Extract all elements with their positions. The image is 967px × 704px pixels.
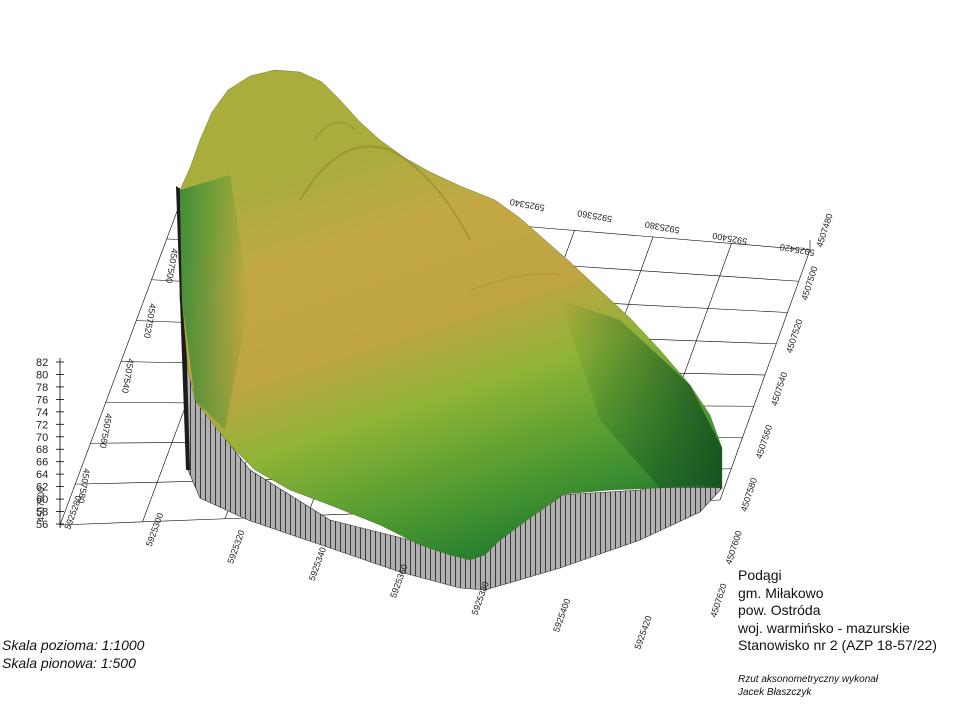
- x-axis-tick-label: 5925320: [225, 529, 246, 565]
- z-axis-tick-label: 82: [36, 357, 48, 369]
- x-axis-back-tick-label: 5925360: [577, 208, 613, 224]
- y-axis-right-tick-label: 4507520: [784, 318, 804, 354]
- y-axis-left-tick-label: 4507580: [76, 468, 92, 504]
- z-axis-tick-label: 70: [36, 432, 48, 444]
- x-axis-back-tick-label: 5925400: [712, 231, 748, 247]
- author-credit: Rzut aksonometryczny wykonał Jacek Błasz…: [738, 673, 878, 699]
- horizontal-scale-text: Skala pozioma: 1:1000: [2, 637, 145, 653]
- z-axis-tick-label: 80: [36, 369, 48, 381]
- site-voivodeship: woj. warmińsko - mazurskie: [738, 619, 910, 636]
- z-axis-tick-label: 72: [36, 419, 48, 431]
- z-axis-tick-label: 78: [36, 382, 48, 394]
- y-axis-left-tick-label: 4507500: [164, 248, 180, 284]
- y-axis-left-tick-label: 4507540: [120, 358, 136, 394]
- scale-block: Skala pozioma: 1:1000 Skala pionowa: 1:5…: [2, 636, 144, 672]
- z-axis-tick-label: 62: [36, 482, 48, 494]
- y-axis-right-tick-label: 4507560: [754, 424, 774, 460]
- x-axis-tick-label: 5925400: [551, 597, 572, 633]
- y-axis-left-tick-label: 4507560: [98, 413, 114, 449]
- terrain-surface: [179, 69, 723, 561]
- author-name: Jacek Błaszczyk: [738, 687, 812, 698]
- z-axis-tick-label: 66: [36, 457, 48, 469]
- vertical-scale-text: Skala pionowa: 1:500: [2, 655, 136, 671]
- y-axis-right-tick-label: 4507620: [708, 582, 728, 618]
- site-name: Podągi: [738, 567, 782, 583]
- site-number: Stanowisko nr 2 (AZP 18-57/22): [738, 637, 937, 653]
- x-axis-tick-label: 5925420: [632, 614, 653, 650]
- model-left-wall: [176, 186, 190, 470]
- z-axis-tick-label: 60: [36, 494, 48, 506]
- terrain-ridge: [314, 121, 356, 141]
- y-axis-right-tick-label: 4507580: [739, 476, 759, 512]
- y-axis-right-tick-labels: 4507480450750045075204507540450756045075…: [708, 212, 834, 618]
- y-axis-right-tick-label: 4507600: [724, 529, 744, 565]
- model-side-wall: [179, 189, 723, 591]
- z-axis-tick-label: 58: [36, 507, 48, 519]
- terrain-right-shading: [560, 300, 722, 488]
- z-axis-tick-label: 76: [36, 394, 48, 406]
- x-axis-back-tick-label: 5925380: [644, 219, 680, 235]
- site-county: pow. Ostróda: [738, 602, 821, 618]
- terrain-ridge: [469, 272, 561, 291]
- corner-tick-label: 4507600: [36, 487, 46, 522]
- z-axis-tick-label: 64: [36, 469, 48, 481]
- z-axis-tick-label: 56: [36, 519, 48, 531]
- site-info-block: Podągi gm. Miłakowo pow. Ostróda woj. wa…: [738, 567, 937, 655]
- author-credit-line: Rzut aksonometryczny wykonał: [738, 674, 879, 685]
- x-axis-tick-label: 5925340: [307, 546, 328, 582]
- z-axis-tick-label: 68: [36, 444, 48, 456]
- x-axis-tick-label: 5925300: [144, 511, 165, 547]
- terrain-ridge: [299, 145, 471, 241]
- y-axis-right-tick-label: 4507540: [769, 371, 789, 407]
- terrain-left-shading: [180, 175, 250, 430]
- site-commune: gm. Miłakowo: [738, 584, 824, 601]
- x-axis-back-tick-label: 5925340: [509, 197, 545, 213]
- z-axis-tick-label: 74: [36, 407, 48, 419]
- y-axis-right-tick-label: 4507480: [814, 212, 834, 248]
